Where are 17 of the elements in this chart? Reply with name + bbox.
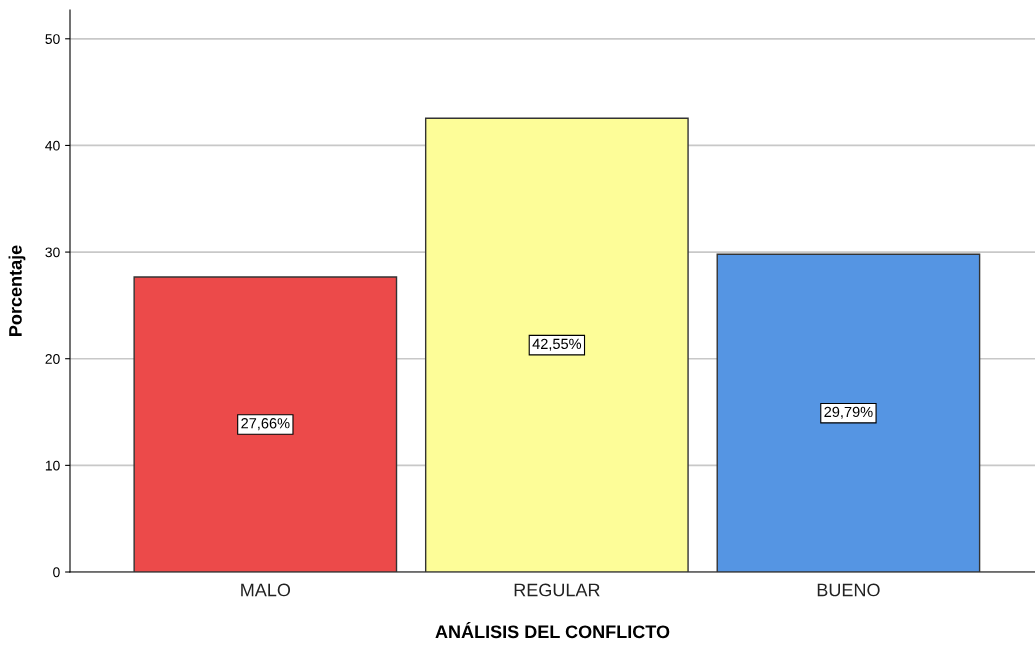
y-tick-label: 10: [45, 460, 60, 471]
x-tick-label: BUENO: [817, 583, 880, 597]
x-tick-label: MALO: [241, 583, 291, 597]
data-label: 27,66%: [241, 418, 290, 431]
x-tick-label: REGULAR: [514, 583, 600, 597]
x-axis-title: ANÁLISIS DEL CONFLICTO: [435, 622, 670, 639]
y-tick-label: 40: [45, 140, 60, 151]
data-label: 42,55%: [532, 338, 582, 351]
bar: [133, 276, 398, 572]
y-tick-label: 30: [45, 247, 60, 258]
y-tick-label: 0: [53, 567, 60, 578]
y-axis-title: Porcentaje: [8, 245, 26, 336]
bar: [424, 117, 689, 572]
y-tick-label: 20: [45, 354, 60, 364]
data-label: 29,79%: [824, 406, 873, 419]
y-tick-label: 50: [45, 34, 60, 44]
bar: [716, 253, 981, 572]
